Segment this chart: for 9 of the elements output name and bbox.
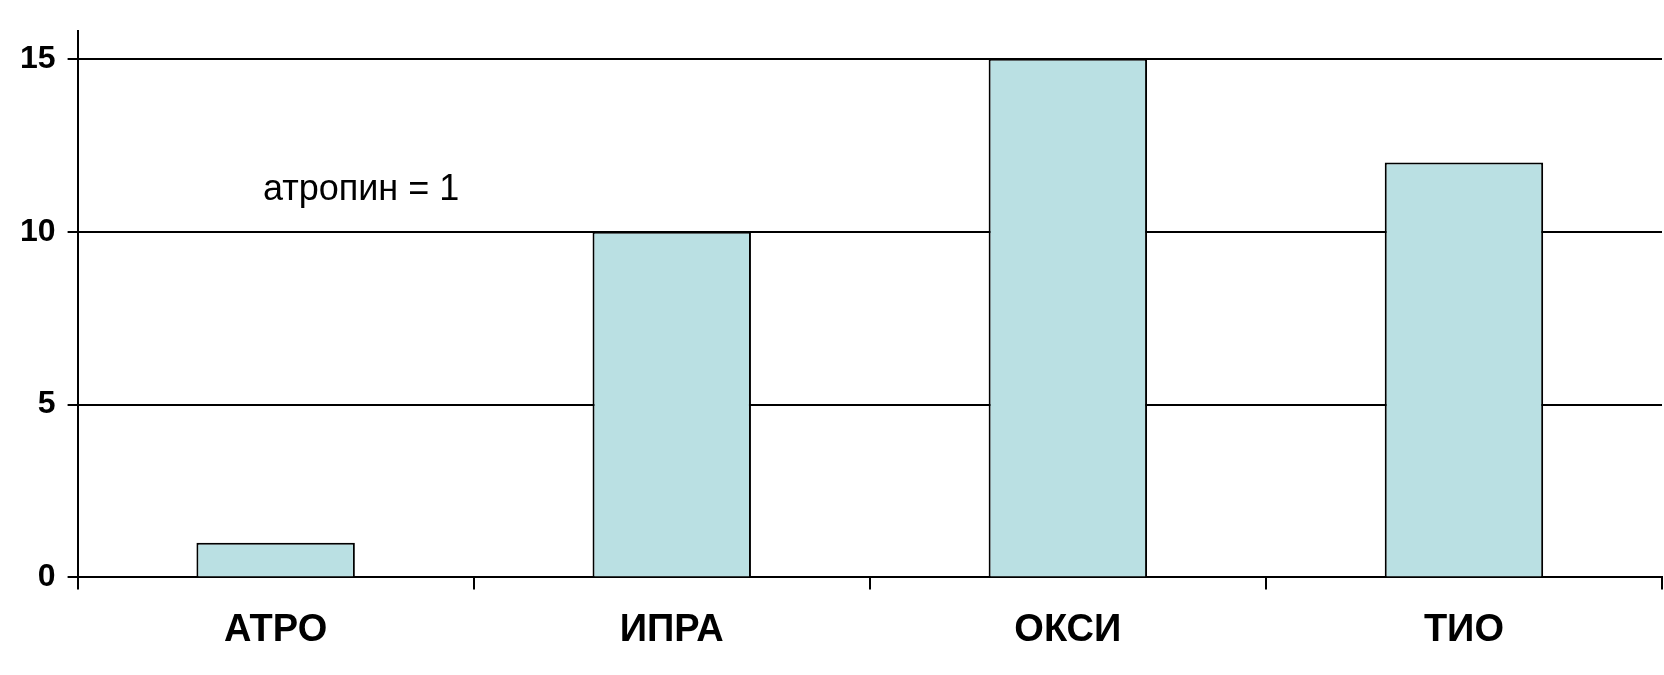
x-tick-label: АТРО bbox=[224, 606, 328, 649]
y-tick-label: 0 bbox=[37, 557, 56, 594]
x-tick-label: ОКСИ bbox=[1014, 606, 1122, 649]
x-tick-label: ИПРА bbox=[619, 606, 724, 649]
y-tick-label: 15 bbox=[20, 38, 56, 75]
annotation: атропин = 1 bbox=[262, 166, 460, 208]
y-tick-label: 10 bbox=[20, 211, 56, 248]
y-tick-label: 5 bbox=[37, 384, 56, 421]
x-tick-label: ТИО bbox=[1423, 606, 1504, 649]
